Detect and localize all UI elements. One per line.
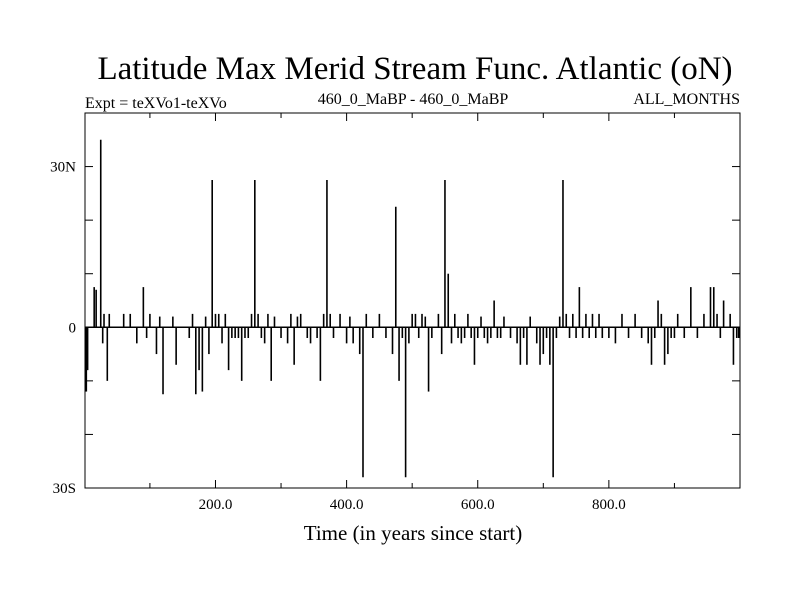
subtitle-right: ALL_MONTHS bbox=[633, 91, 740, 108]
x-tick-labels: 200.0 400.0 600.0 800.0 bbox=[199, 497, 626, 513]
plot-frame bbox=[84, 112, 741, 489]
subtitle-left: Expt = teXVo1-teXVo bbox=[85, 95, 227, 112]
subtitle-center: 460_0_MaBP - 460_0_MaBP bbox=[318, 91, 509, 108]
y-tick-label: 30N bbox=[50, 160, 76, 176]
y-tick-marks bbox=[85, 166, 740, 435]
x-tick-label: 600.0 bbox=[461, 497, 495, 513]
x-tick-marks bbox=[149, 113, 675, 488]
x-axis-label: Time (in years since start) bbox=[304, 521, 523, 545]
y-tick-label: 0 bbox=[69, 320, 77, 336]
chart-title: Latitude Max Merid Stream Func. Atlantic… bbox=[97, 51, 732, 87]
x-tick-label: 200.0 bbox=[199, 497, 233, 513]
y-tick-labels: 30N 0 30S bbox=[50, 160, 76, 497]
x-tick-label: 400.0 bbox=[330, 497, 364, 513]
x-tick-label: 800.0 bbox=[592, 497, 626, 513]
data-series bbox=[85, 139, 740, 478]
y-tick-label: 30S bbox=[53, 481, 76, 497]
